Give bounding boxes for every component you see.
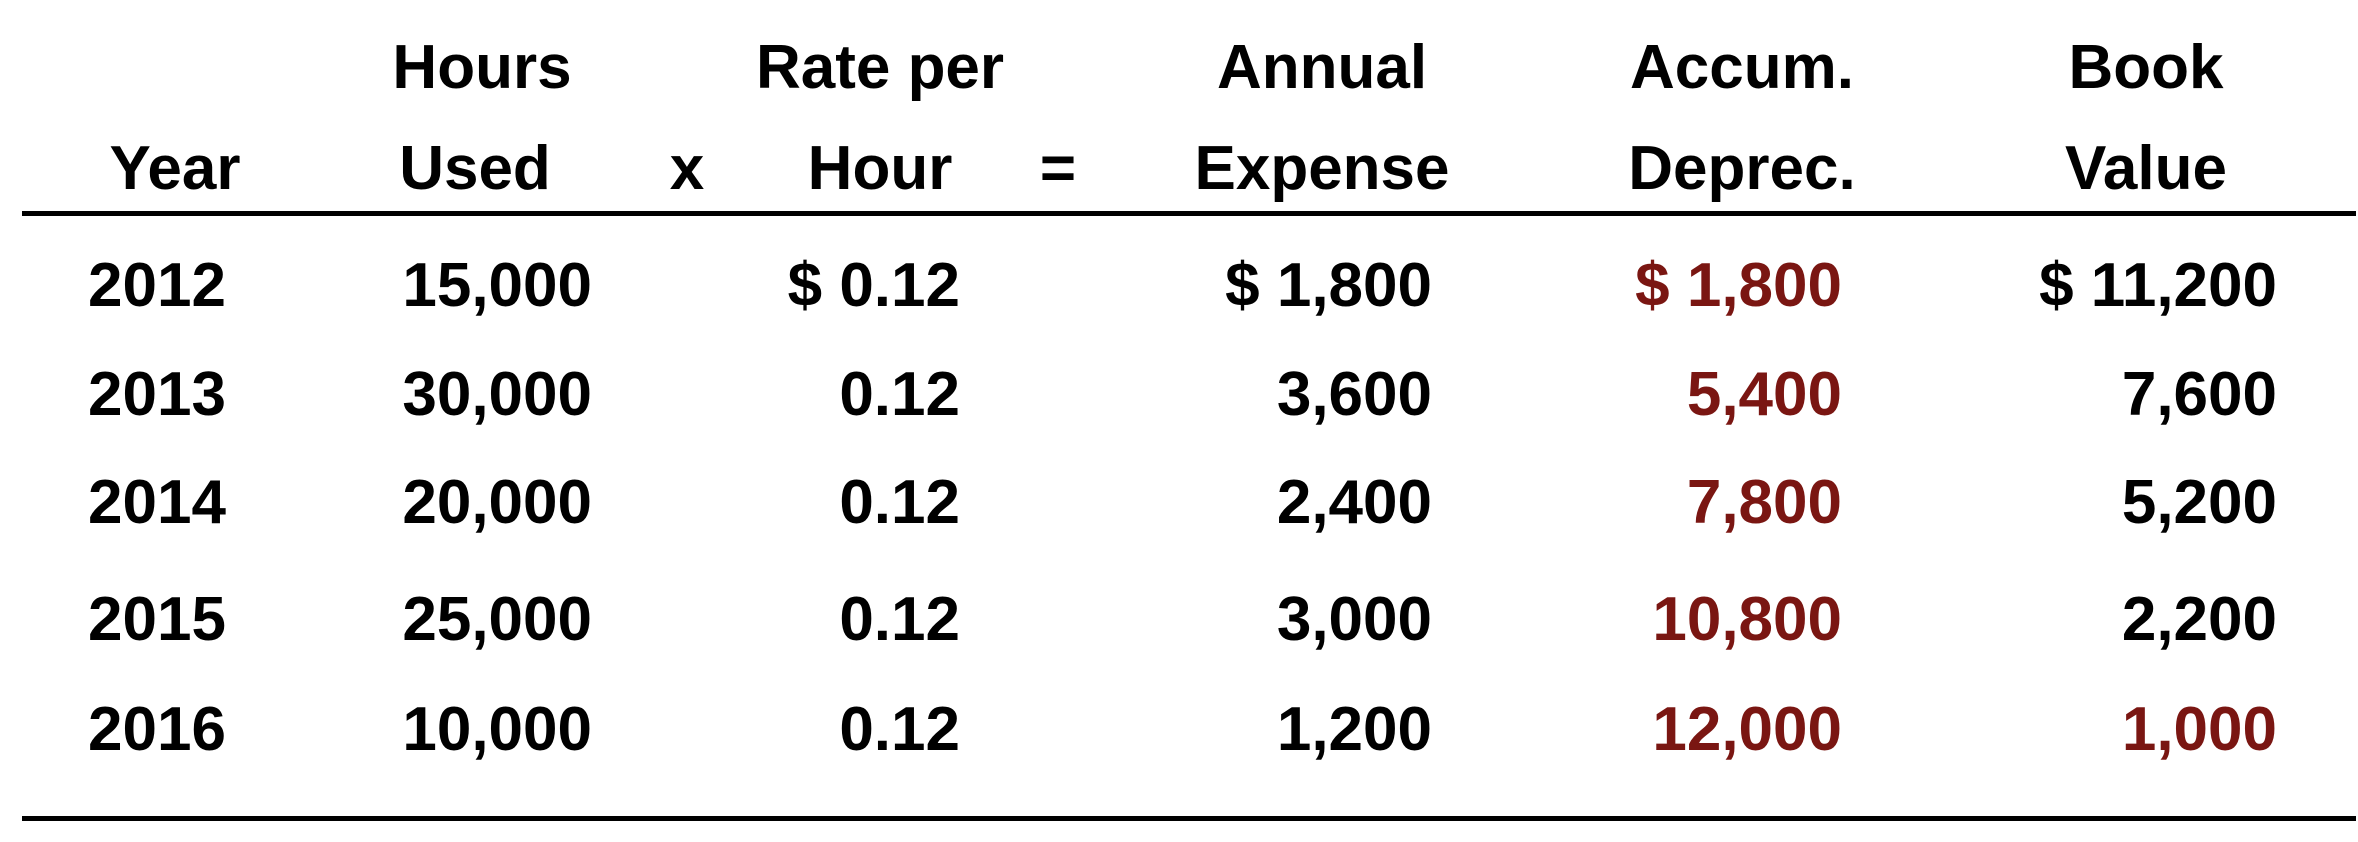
row-2016-year: 2016 — [88, 695, 226, 764]
header-divider — [22, 211, 2356, 216]
header-hours-line1: Hours — [392, 33, 572, 102]
row-2016-accum-deprec: 12,000 — [1652, 695, 1842, 764]
table-bottom-divider — [22, 816, 2356, 821]
row-2012-rate: $ 0.12 — [787, 251, 960, 320]
header-book-line1: Book — [2068, 33, 2224, 102]
header-accum-line2: Deprec. — [1628, 134, 1856, 203]
header-year: Year — [109, 134, 241, 203]
row-2012-annual-expense: $ 1,800 — [1225, 251, 1432, 320]
header-annual-line2: Expense — [1194, 134, 1450, 203]
row-2015-rate: 0.12 — [839, 585, 960, 654]
header-annual-line1: Annual — [1216, 33, 1428, 102]
row-2013-year: 2013 — [88, 360, 226, 429]
row-2013-hours: 30,000 — [402, 360, 592, 429]
header-book-line2: Value — [2065, 134, 2227, 203]
row-2014-book-value: 5,200 — [2121, 468, 2277, 537]
row-2014-hours: 20,000 — [402, 468, 592, 537]
header-rate-line2: Hour — [807, 134, 953, 203]
header-hours-line2: Used — [399, 134, 551, 203]
row-2012-hours: 15,000 — [402, 251, 592, 320]
row-2014-annual-expense: 2,400 — [1276, 468, 1432, 537]
header-accum-line1: Accum. — [1630, 33, 1854, 102]
row-2015-book-value: 2,200 — [2121, 585, 2277, 654]
header-rate-line1: Rate per — [755, 33, 1005, 102]
row-2013-annual-expense: 3,600 — [1276, 360, 1432, 429]
row-2015-accum-deprec: 10,800 — [1652, 585, 1842, 654]
row-2015-hours: 25,000 — [402, 585, 592, 654]
row-2013-book-value: 7,600 — [2121, 360, 2277, 429]
header-times-operator: x — [669, 134, 705, 203]
row-2015-year: 2015 — [88, 585, 226, 654]
row-2013-accum-deprec: 5,400 — [1686, 360, 1842, 429]
row-2014-rate: 0.12 — [839, 468, 960, 537]
row-2015-annual-expense: 3,000 — [1276, 585, 1432, 654]
row-2012-book-value: $ 11,200 — [2039, 251, 2277, 320]
row-2016-annual-expense: 1,200 — [1276, 695, 1432, 764]
header-equals-operator: = — [1039, 134, 1077, 203]
row-2012-year: 2012 — [88, 251, 226, 320]
row-2016-rate: 0.12 — [839, 695, 960, 764]
row-2016-book-value: 1,000 — [2121, 695, 2277, 764]
row-2016-hours: 10,000 — [402, 695, 592, 764]
row-2012-accum-deprec: $ 1,800 — [1635, 251, 1842, 320]
row-2013-rate: 0.12 — [839, 360, 960, 429]
row-2014-year: 2014 — [88, 468, 226, 537]
row-2014-accum-deprec: 7,800 — [1686, 468, 1842, 537]
